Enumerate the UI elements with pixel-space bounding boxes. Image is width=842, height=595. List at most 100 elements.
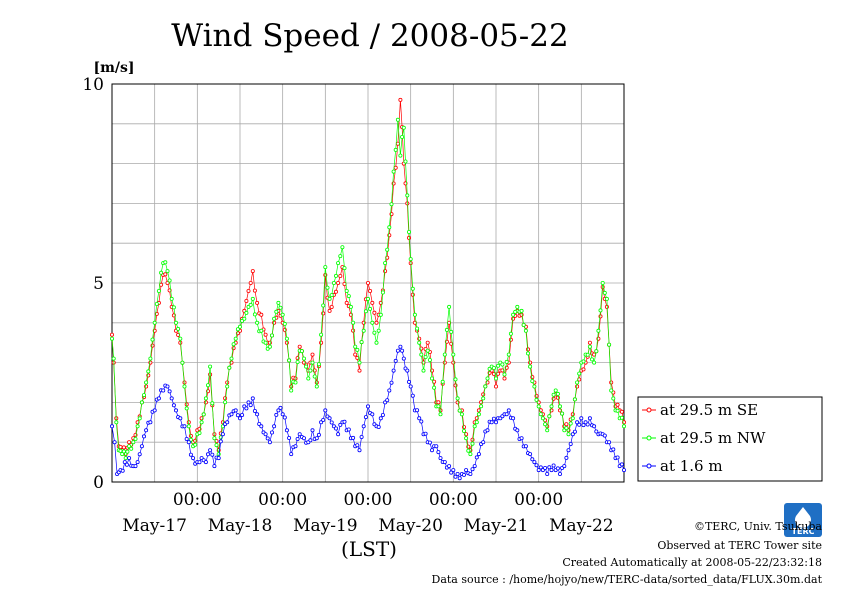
terc-logo: TERC <box>784 503 822 537</box>
data-point <box>246 288 251 293</box>
data-point <box>131 440 136 445</box>
data-point <box>410 286 415 291</box>
data-point <box>231 346 236 351</box>
data-point <box>123 456 128 461</box>
data-point <box>538 412 543 417</box>
data-point <box>585 422 590 427</box>
data-point <box>519 308 524 313</box>
data-point <box>378 416 383 421</box>
data-point <box>308 368 313 373</box>
data-point <box>570 416 575 421</box>
data-point <box>543 465 548 470</box>
data-point <box>276 408 281 413</box>
data-point <box>272 424 277 429</box>
data-point <box>374 320 379 325</box>
data-point <box>370 320 375 325</box>
data-point <box>186 440 191 445</box>
y-unit-label: [m/s] <box>93 60 134 76</box>
data-point <box>267 344 272 349</box>
data-point <box>333 289 338 294</box>
data-point <box>141 393 146 398</box>
data-point <box>359 434 364 439</box>
data-point <box>184 406 189 411</box>
data-point <box>444 327 449 332</box>
data-point <box>340 245 345 250</box>
data-point <box>491 416 496 421</box>
data-point <box>208 448 213 453</box>
data-point <box>205 383 210 388</box>
data-point <box>336 432 341 437</box>
data-point <box>237 324 242 329</box>
data-point <box>423 354 428 359</box>
data-point <box>165 384 170 389</box>
data-point <box>401 125 406 130</box>
data-point <box>297 344 302 349</box>
data-point <box>577 422 582 427</box>
data-point <box>167 278 172 283</box>
data-point <box>429 448 434 453</box>
data-point <box>148 420 153 425</box>
data-point <box>622 424 627 429</box>
data-point <box>161 388 166 393</box>
data-point <box>152 320 157 325</box>
data-point <box>122 460 127 465</box>
data-point <box>293 444 298 449</box>
data-point <box>361 328 366 333</box>
data-point <box>188 452 193 457</box>
legend-label: at 29.5 m NW <box>660 429 766 447</box>
data-point <box>602 290 607 295</box>
data-point <box>468 471 473 476</box>
data-point <box>182 384 187 389</box>
data-point <box>594 429 599 434</box>
data-point <box>310 428 315 433</box>
data-point <box>365 404 370 409</box>
data-point <box>417 340 422 345</box>
data-point <box>287 358 292 363</box>
data-point <box>474 420 479 425</box>
data-point <box>440 379 445 384</box>
data-point <box>523 444 528 449</box>
data-point <box>304 364 309 369</box>
data-point <box>427 357 432 362</box>
data-point <box>436 400 441 405</box>
data-point <box>615 402 620 407</box>
data-point <box>553 388 558 393</box>
data-point <box>405 193 410 198</box>
data-point <box>165 280 170 285</box>
data-point <box>378 312 383 317</box>
data-point <box>607 440 612 445</box>
axis-labels: 0 5 10 00:00 00:00 00:00 00:00 00:00 May-17 May-1… <box>82 75 613 536</box>
data-point <box>171 305 176 310</box>
data-point <box>146 369 151 374</box>
data-point <box>329 293 334 298</box>
data-point <box>611 447 616 452</box>
data-point <box>483 384 488 389</box>
data-point <box>579 416 584 421</box>
data-point <box>259 312 264 317</box>
data-point <box>248 403 253 408</box>
credit-created: Created Automatically at 2008-05-22/23:3… <box>562 556 822 569</box>
data-point <box>205 452 210 457</box>
data-point <box>244 406 249 411</box>
data-point <box>472 424 477 429</box>
data-point <box>423 431 428 436</box>
data-point <box>391 169 396 174</box>
data-point <box>203 460 208 465</box>
x-time-tick-label: 00:00 <box>429 490 478 510</box>
data-point <box>333 273 338 278</box>
data-point <box>530 457 535 462</box>
data-point <box>401 356 406 361</box>
data-point <box>248 302 253 307</box>
data-point <box>436 450 441 455</box>
data-point <box>528 364 533 369</box>
x-date-label: May-19 <box>293 516 358 536</box>
data-point <box>242 316 247 321</box>
data-point <box>502 372 507 377</box>
data-point <box>564 455 569 460</box>
data-point <box>570 432 575 437</box>
data-point <box>165 269 170 274</box>
data-point <box>566 448 571 453</box>
data-point <box>568 441 573 446</box>
data-point <box>532 384 537 389</box>
data-point <box>410 393 415 398</box>
